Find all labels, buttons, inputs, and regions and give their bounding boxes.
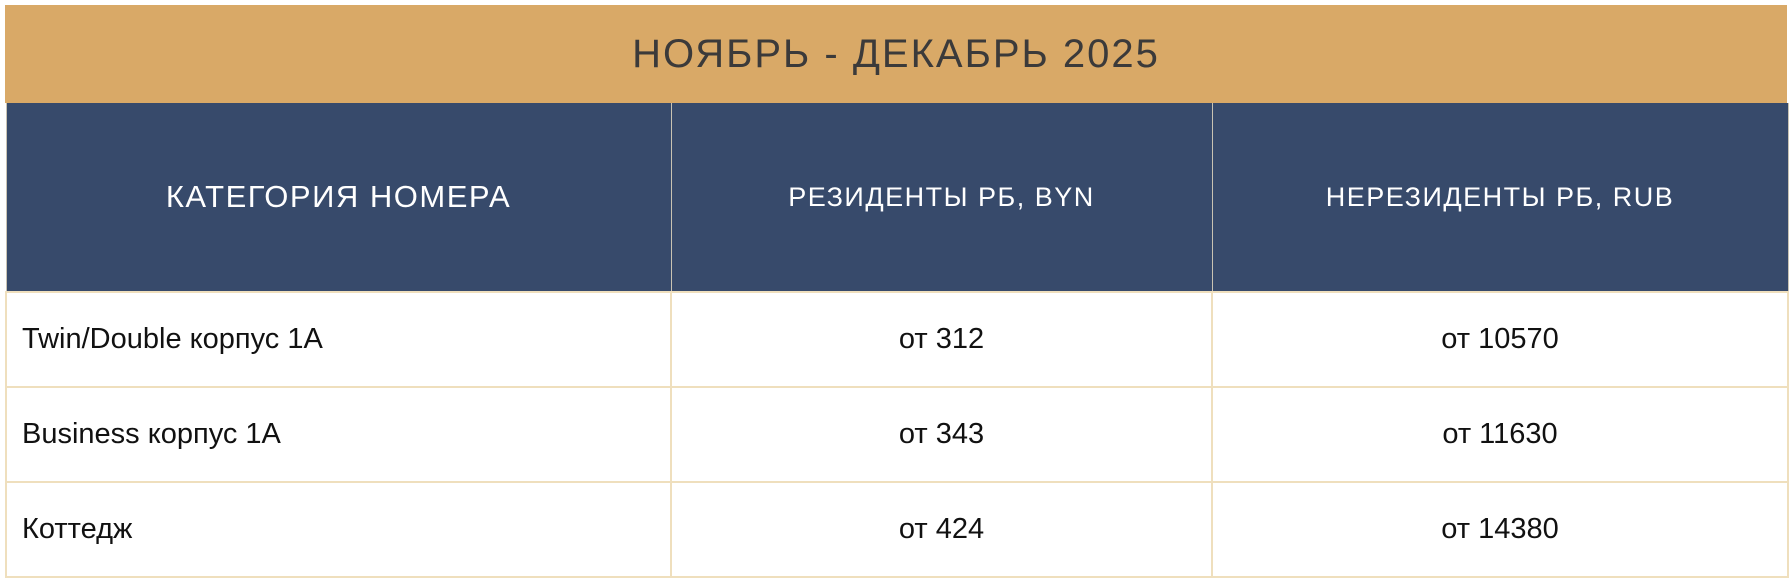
price-rub: от 10570 [1211, 291, 1789, 388]
table-row: Коттедж от 424 от 14380 [5, 481, 1789, 578]
price-table-container: НОЯБРЬ - ДЕКАБРЬ 2025 КАТЕГОРИЯ НОМЕРА Р… [5, 5, 1789, 578]
table-title: НОЯБРЬ - ДЕКАБРЬ 2025 [5, 5, 1787, 103]
room-category: Twin/Double корпус 1А [5, 291, 672, 388]
price-byn: от 343 [670, 386, 1213, 483]
column-header-category: КАТЕГОРИЯ НОМЕРА [5, 103, 672, 292]
price-byn: от 424 [670, 481, 1213, 578]
room-category: Business корпус 1А [5, 386, 672, 483]
table-row: Twin/Double корпус 1А от 312 от 10570 [5, 291, 1789, 388]
column-header-residents: РЕЗИДЕНТЫ РБ, BYN [670, 103, 1213, 292]
price-byn: от 312 [670, 291, 1213, 388]
table-row: Business корпус 1А от 343 от 11630 [5, 386, 1789, 483]
price-rub: от 14380 [1211, 481, 1789, 578]
header-row: КАТЕГОРИЯ НОМЕРА РЕЗИДЕНТЫ РБ, BYN НЕРЕЗ… [5, 103, 1789, 292]
column-header-nonresidents: НЕРЕЗИДЕНТЫ РБ, RUB [1211, 103, 1789, 292]
price-table: КАТЕГОРИЯ НОМЕРА РЕЗИДЕНТЫ РБ, BYN НЕРЕЗ… [5, 103, 1789, 578]
price-rub: от 11630 [1211, 386, 1789, 483]
room-category: Коттедж [5, 481, 672, 578]
